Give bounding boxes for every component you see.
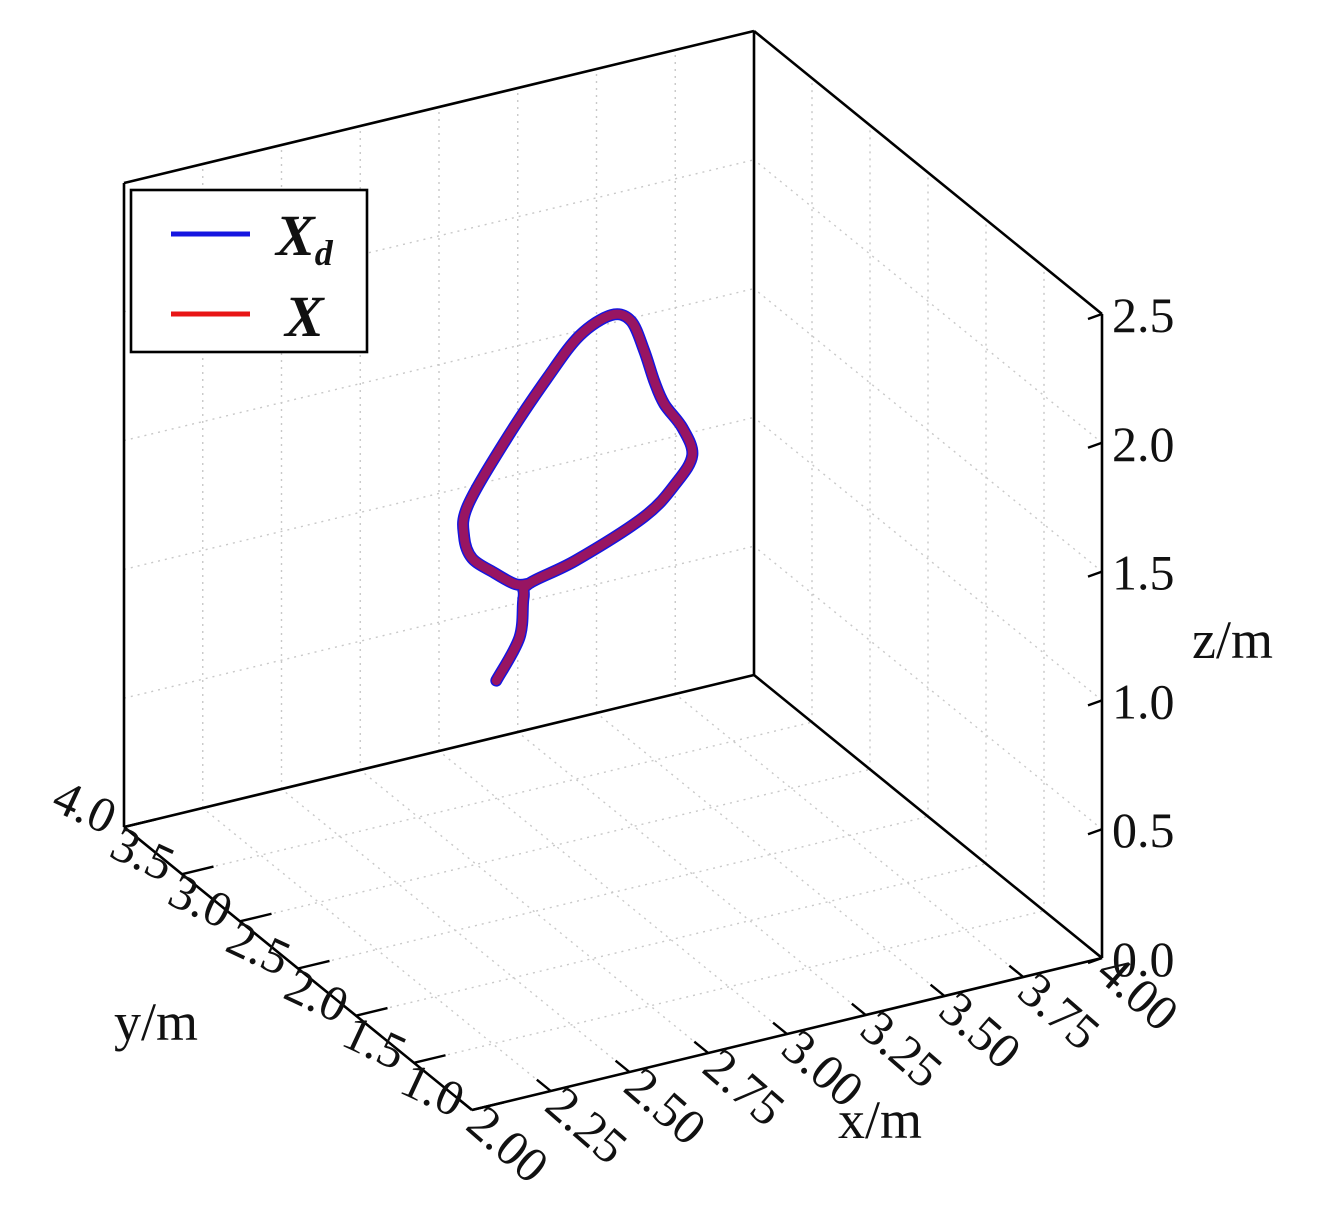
x-tick-mark: [693, 1040, 710, 1054]
z-tick-mark: [1087, 956, 1103, 965]
y-tick-label: 2.5: [219, 909, 299, 986]
box-edge: [753, 673, 1103, 960]
x-axis-label: x/m: [838, 1090, 922, 1150]
y-tick-mark: [355, 1006, 388, 1017]
grid-line: [596, 712, 945, 997]
box-edge: [753, 29, 1103, 316]
y-tick-label: 4.0: [45, 768, 125, 845]
x-tick-mark: [851, 1002, 867, 1016]
x-tick-mark: [457, 1097, 473, 1111]
z-tick-label: 2.0: [1112, 416, 1175, 472]
grid-line: [753, 545, 1103, 830]
legend-label-xd: Xd: [274, 203, 334, 273]
z-axis-label: z/m: [1192, 610, 1273, 670]
z-tick-mark: [1087, 699, 1103, 707]
series-layer: [457, 308, 699, 687]
grid-line: [753, 288, 1103, 573]
y-axis-label: y/m: [114, 992, 198, 1052]
box-edge: [123, 29, 755, 185]
tick-layer: 2.002.252.502.753.003.253.503.754.001.01…: [45, 287, 1190, 1194]
grid-line: [123, 545, 755, 699]
x-tick-mark: [536, 1078, 552, 1092]
legend-box: [129, 188, 369, 354]
x-tick-mark: [929, 983, 946, 997]
y-tick-mark: [471, 1101, 504, 1112]
y-tick-label: 3.5: [103, 815, 183, 892]
x-tick-mark: [772, 1021, 788, 1035]
z-tick-mark: [1087, 441, 1103, 449]
y-tick-mark: [123, 818, 156, 829]
legend-label-x: X: [283, 284, 325, 349]
z-tick-mark: [1087, 828, 1103, 836]
y-tick-label: 1.5: [335, 1004, 415, 1081]
grid-line: [753, 159, 1103, 444]
x-tick-mark: [1087, 945, 1103, 959]
grid-line: [438, 750, 788, 1035]
grid-line: [517, 731, 867, 1016]
y-tick-label: 3.0: [161, 862, 241, 939]
z-tick-label: 2.5: [1112, 287, 1175, 343]
z-tick-mark: [1087, 570, 1103, 578]
x-tick-mark: [614, 1059, 631, 1073]
grid-line: [359, 769, 709, 1054]
grid-line: [181, 721, 813, 875]
z-tick-label: 1.5: [1112, 545, 1175, 601]
grid-line: [123, 416, 755, 571]
z-tick-mark: [1087, 312, 1103, 321]
grid-line: [202, 807, 552, 1092]
y-tick-mark: [413, 1054, 446, 1064]
y-tick-mark: [297, 959, 330, 970]
series-line-1: [458, 309, 697, 686]
grid-line: [753, 416, 1103, 701]
grid-line: [123, 159, 755, 313]
legend: Xd X: [129, 188, 369, 354]
grid-line: [355, 862, 987, 1017]
x-tick-mark: [1008, 964, 1025, 978]
grid-line: [239, 768, 871, 923]
y-tick-mark: [239, 912, 272, 923]
y-tick-mark: [181, 865, 214, 876]
z-tick-label: 0.0: [1112, 931, 1175, 987]
z-tick-label: 0.5: [1112, 802, 1175, 858]
grid-line: [123, 287, 755, 442]
grid-line: [413, 910, 1045, 1064]
box-edge: [123, 673, 755, 829]
series-line-0: [457, 308, 699, 687]
y-tick-label: 1.0: [393, 1051, 473, 1128]
z-tick-label: 1.0: [1112, 673, 1175, 729]
grid-line: [297, 815, 929, 970]
y-tick-label: 2.0: [277, 956, 357, 1033]
